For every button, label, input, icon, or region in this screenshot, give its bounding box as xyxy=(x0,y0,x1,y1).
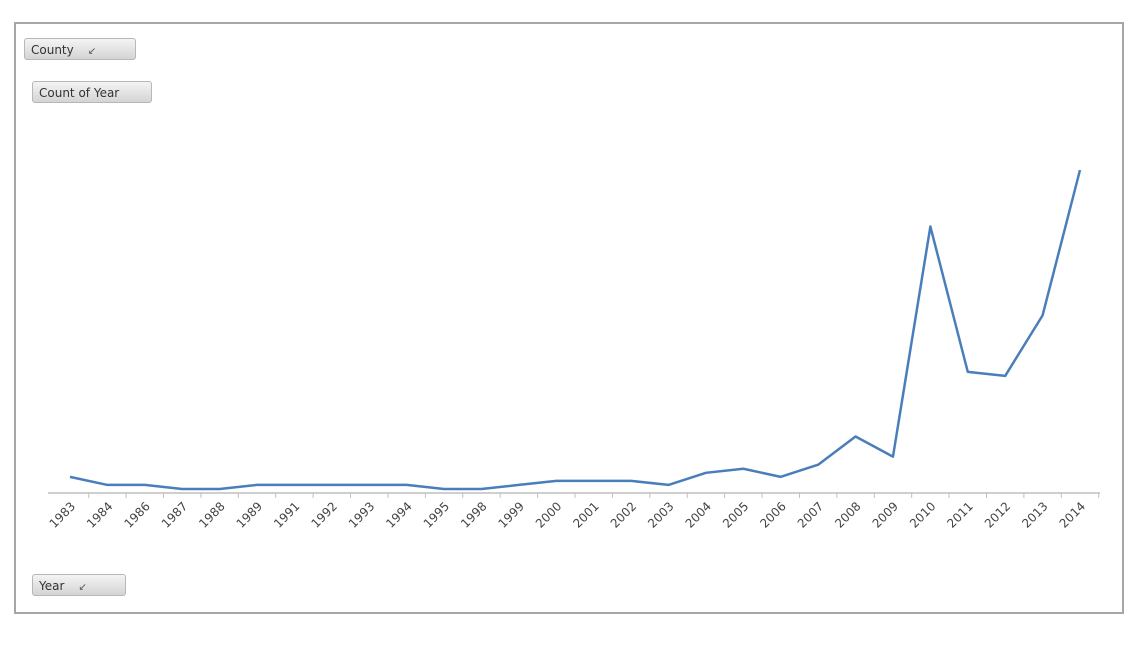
x-tick-label: 1993 xyxy=(346,499,377,530)
x-tick-label: 2001 xyxy=(570,499,601,530)
x-tick-label: 2013 xyxy=(1019,499,1050,530)
x-tick-label: 2006 xyxy=(757,499,788,530)
x-tick-label: 1994 xyxy=(383,499,414,530)
x-tick-label: 1995 xyxy=(421,499,452,530)
x-tick-label: 2011 xyxy=(944,499,975,530)
x-tick-label: 2012 xyxy=(982,499,1013,530)
x-tick-label: 2000 xyxy=(533,499,564,530)
x-tick-label: 2007 xyxy=(795,499,826,530)
x-tick-label: 1987 xyxy=(159,499,190,530)
x-tick-label: 2010 xyxy=(907,499,938,530)
x-tick-label: 2002 xyxy=(608,499,639,530)
x-tick-label: 2008 xyxy=(832,499,863,530)
filter-icon: ↙ xyxy=(87,46,97,57)
x-tick-label: 1998 xyxy=(458,499,489,530)
x-tick-label: 1999 xyxy=(496,499,527,530)
filter-button[interactable]: County ↙ xyxy=(24,38,136,60)
x-tick-label: 2009 xyxy=(870,499,901,530)
value-button[interactable]: Count of Year xyxy=(32,81,152,103)
filter-button-label: County xyxy=(31,43,74,57)
value-button-label: Count of Year xyxy=(39,86,120,100)
x-tick-label: 1983 xyxy=(47,499,78,530)
x-tick-label: 2003 xyxy=(645,499,676,530)
x-tick-label: 2005 xyxy=(720,499,751,530)
x-tick-label: 1989 xyxy=(234,499,265,530)
x-tick-label: 1991 xyxy=(271,499,302,530)
filter-icon: ↙ xyxy=(78,582,87,593)
axis-button-label: Year xyxy=(39,579,65,593)
x-tick-label: 2004 xyxy=(683,499,714,530)
axis-button[interactable]: Year ↙ xyxy=(32,574,126,596)
x-tick-label: 2014 xyxy=(1057,499,1088,530)
series-line xyxy=(69,169,1082,491)
x-tick-label: 1986 xyxy=(121,499,152,530)
x-tick-label: 1988 xyxy=(196,499,227,530)
x-tick-label: 1992 xyxy=(308,499,339,530)
x-tick-label: 1984 xyxy=(84,499,115,530)
chart-frame xyxy=(14,22,1124,614)
